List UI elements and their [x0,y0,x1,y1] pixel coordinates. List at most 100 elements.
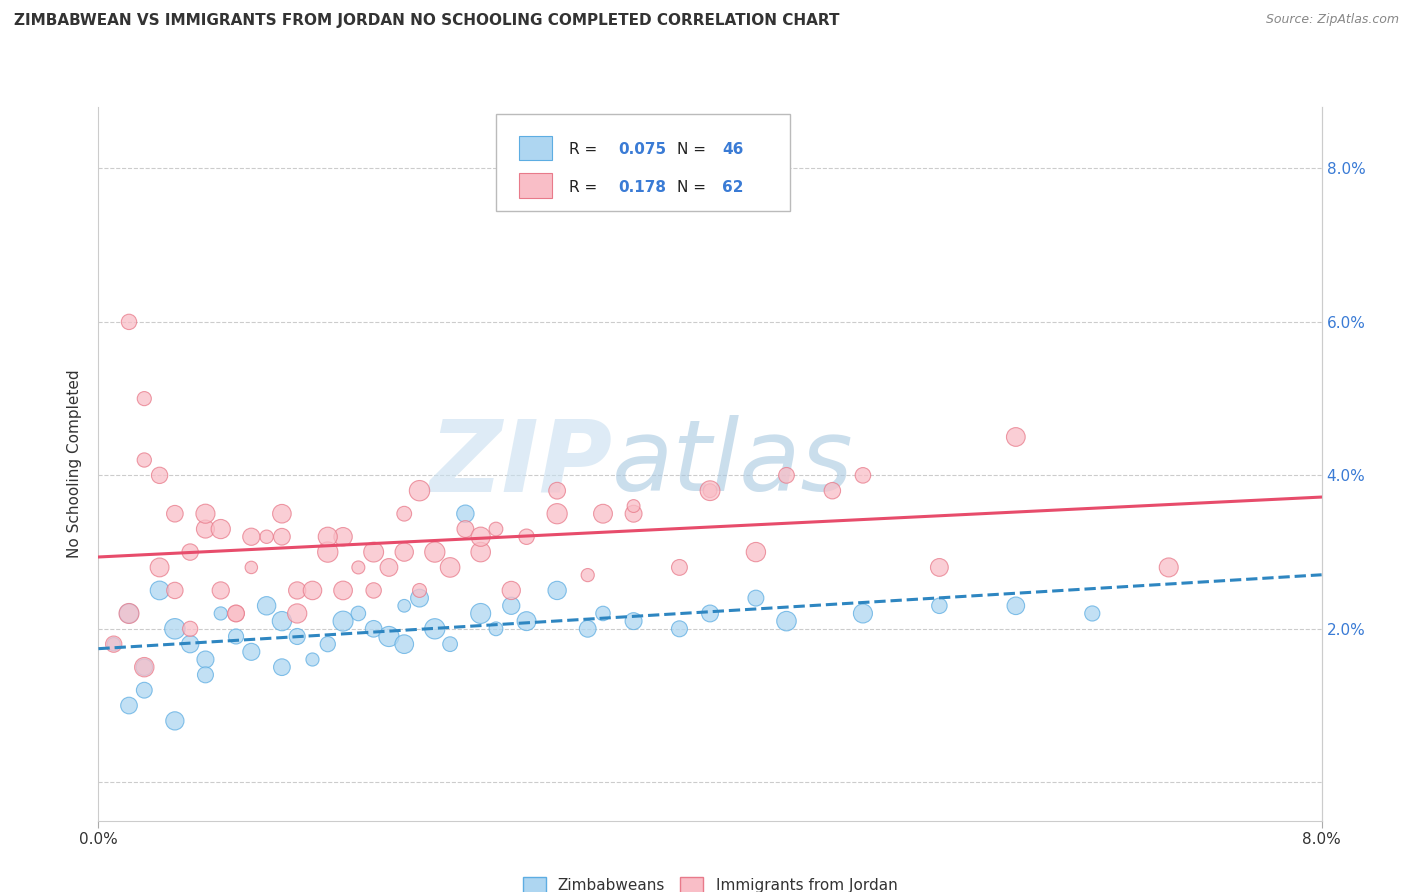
Point [439,560,461,574]
Text: ZIP: ZIP [429,416,612,512]
Point [194,522,217,536]
Point [332,583,354,598]
Point [179,622,201,636]
FancyBboxPatch shape [519,136,553,161]
Point [163,622,186,636]
Point [332,614,354,628]
Point [470,530,492,544]
Point [134,660,156,674]
Text: 0.075: 0.075 [619,142,666,157]
Point [270,507,294,521]
Point [439,637,461,651]
Point [363,622,385,636]
Point [775,614,797,628]
Y-axis label: No Schooling Completed: No Schooling Completed [67,369,83,558]
Point [668,622,690,636]
Point [225,607,247,621]
Point [285,630,308,644]
Point [392,637,416,651]
Point [423,545,446,559]
Point [852,607,875,621]
Point [699,483,721,498]
Point [363,583,385,598]
Point [485,622,508,636]
Point [378,560,401,574]
Point [1004,430,1026,444]
Point [1157,560,1180,574]
Point [347,607,370,621]
Point [301,583,323,598]
Text: N =: N = [678,179,711,194]
Point [392,599,416,613]
Point [501,599,523,613]
Point [240,560,263,574]
Point [316,545,339,559]
Point [546,507,568,521]
Point [470,607,492,621]
Point [149,560,172,574]
Point [852,468,875,483]
Point [408,591,430,606]
Point [270,530,294,544]
Point [501,583,523,598]
Point [103,637,125,651]
Point [118,315,141,329]
Point [301,652,323,666]
Point [163,583,186,598]
Point [209,522,232,536]
Point [134,660,156,674]
Point [118,698,141,713]
Point [256,530,278,544]
Text: ZIMBABWEAN VS IMMIGRANTS FROM JORDAN NO SCHOOLING COMPLETED CORRELATION CHART: ZIMBABWEAN VS IMMIGRANTS FROM JORDAN NO … [14,13,839,29]
Text: 62: 62 [723,179,744,194]
Point [821,483,844,498]
Point [134,683,156,698]
Point [546,583,568,598]
Point [699,607,721,621]
Point [285,607,308,621]
Text: R =: R = [569,142,603,157]
Point [179,545,201,559]
Point [454,507,477,521]
Point [928,560,950,574]
Point [316,637,339,651]
Point [163,507,186,521]
Point [285,583,308,598]
FancyBboxPatch shape [519,173,553,198]
Text: N =: N = [678,142,711,157]
Point [149,583,172,598]
Point [194,652,217,666]
Point [225,607,247,621]
Point [470,545,492,559]
Point [118,607,141,621]
Text: Source: ZipAtlas.com: Source: ZipAtlas.com [1265,13,1399,27]
Point [240,530,263,544]
Point [408,483,430,498]
Point [516,614,538,628]
Text: 0.178: 0.178 [619,179,666,194]
Point [149,468,172,483]
Point [576,622,599,636]
Legend: Zimbabweans, Immigrants from Jordan: Zimbabweans, Immigrants from Jordan [516,871,904,892]
Point [163,714,186,728]
Point [745,545,768,559]
Point [118,607,141,621]
Point [270,614,294,628]
Point [928,599,950,613]
Point [576,568,599,582]
Point [699,483,721,498]
Point [775,468,797,483]
Point [668,560,690,574]
Point [592,507,614,521]
Point [316,530,339,544]
Point [240,645,263,659]
Text: R =: R = [569,179,603,194]
Point [194,507,217,521]
Point [516,530,538,544]
Point [378,630,401,644]
Point [485,522,508,536]
Point [256,599,278,613]
Point [408,583,430,598]
Point [423,622,446,636]
Point [745,591,768,606]
